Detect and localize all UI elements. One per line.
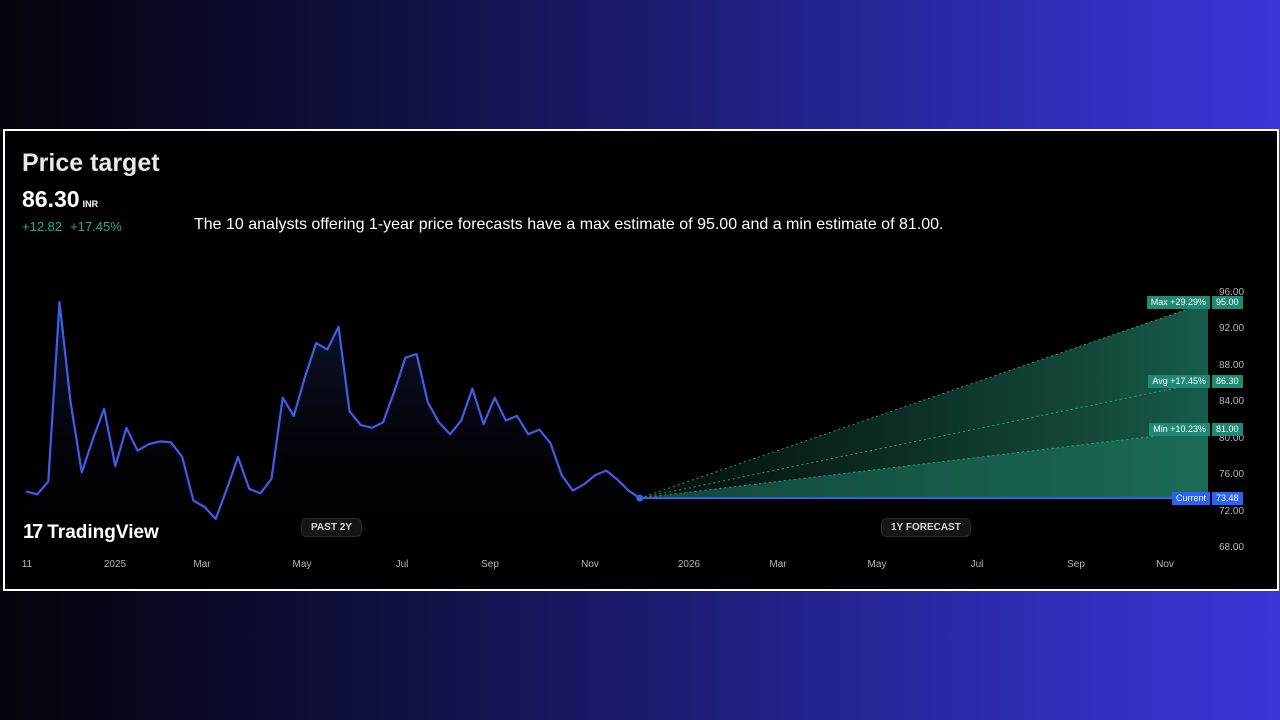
x-tick-label: Mar xyxy=(769,559,787,570)
y-tick-label: 88.00 xyxy=(1219,359,1245,371)
y-tick-label: 84.00 xyxy=(1219,396,1245,408)
avg-forecast-label: Avg +17.45% xyxy=(1148,374,1210,388)
max-forecast-label: Max +29.29% xyxy=(1146,295,1210,309)
history-area xyxy=(26,302,640,548)
y-tick-label: 92.00 xyxy=(1219,323,1245,335)
x-tick-label: Jul xyxy=(395,559,409,570)
tradingview-logo[interactable]: 17 TradingView xyxy=(23,521,159,544)
forecast-max-line xyxy=(639,301,1209,499)
price-target-value: 86.30 INR xyxy=(22,186,98,213)
forecast-avg-line xyxy=(639,380,1209,499)
price-change: +12.82 +17.45% xyxy=(22,219,122,234)
max-forecast-value: 95.00 xyxy=(1212,295,1243,309)
y-tick-label: 80.00 xyxy=(1219,432,1245,444)
avg-forecast-value: 86.30 xyxy=(1212,374,1243,388)
forecast-period-button[interactable]: 1Y FORECAST xyxy=(881,518,971,537)
change-absolute: +12.82 xyxy=(22,219,63,234)
x-tick-label: Sep xyxy=(1067,559,1085,570)
x-tick-label: 2026 xyxy=(677,559,701,570)
x-tick-label: Sep xyxy=(481,559,499,570)
price-chart[interactable] xyxy=(5,131,1277,589)
min-forecast-value: 81.00 xyxy=(1212,423,1243,437)
x-tick-label: Nov xyxy=(581,559,599,570)
tradingview-logo-icon: 17 xyxy=(23,521,43,543)
history-line xyxy=(25,301,641,520)
forecast-area xyxy=(639,301,1209,500)
current-price-point xyxy=(636,494,644,502)
min-forecast-label: Min +10.23% xyxy=(1149,423,1210,437)
current-price-value: 73.48 xyxy=(1212,491,1243,505)
y-tick-label: 68.00 xyxy=(1219,542,1245,553)
x-tick-label: May xyxy=(867,559,887,570)
price-target-card: Price target 86.30 INR +12.82 +17.45% The … xyxy=(3,129,1279,591)
x-tick-label: 11 xyxy=(21,559,33,570)
x-tick-label: 2025 xyxy=(103,559,127,570)
y-tick-label: 76.00 xyxy=(1219,469,1245,481)
price-value: 86.30 xyxy=(22,186,80,212)
analyst-summary: The 10 analysts offering 1-year price fo… xyxy=(194,216,944,233)
x-tick-label: May xyxy=(292,559,312,570)
page-title: Price target xyxy=(22,149,160,177)
currency-label: INR xyxy=(82,199,99,209)
forecast-min-line xyxy=(639,429,1209,499)
y-tick-label: 96.00 xyxy=(1219,287,1245,298)
x-tick-label: Jul xyxy=(970,559,984,570)
x-tick-label: Mar xyxy=(193,559,211,570)
change-percent: +17.45% xyxy=(70,219,122,234)
y-tick-label: 72.00 xyxy=(1219,505,1245,517)
history-series xyxy=(25,301,644,548)
tradingview-logo-text: TradingView xyxy=(47,521,159,543)
past-period-button[interactable]: PAST 2Y xyxy=(301,518,362,537)
current-price-label: Current xyxy=(1171,491,1210,505)
x-tick-label: Nov xyxy=(1156,559,1174,570)
